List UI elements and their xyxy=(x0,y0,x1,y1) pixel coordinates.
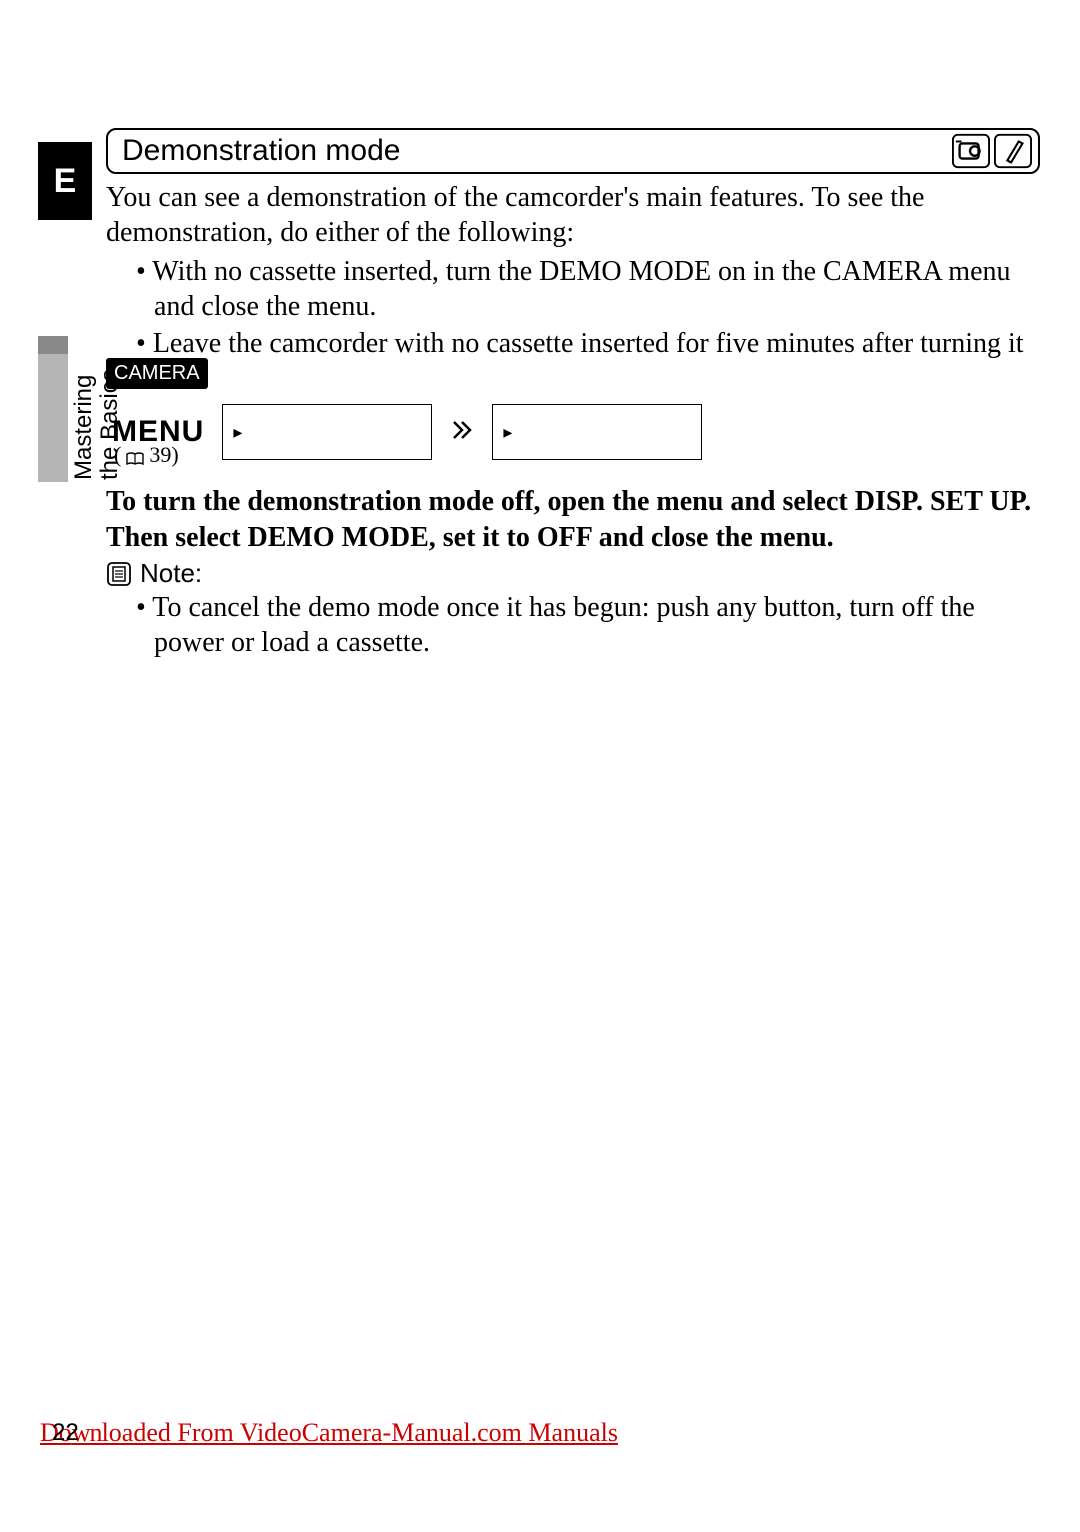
menu-step-arrow: ▸ xyxy=(503,422,512,443)
bullet-text: Leave the camcorder with no cassette ins… xyxy=(153,328,1024,394)
note-header: Note: xyxy=(106,558,202,589)
menu-step-box-1: ▸ xyxy=(222,404,432,460)
book-icon xyxy=(125,447,145,463)
menu-page-reference: ( 39) xyxy=(114,442,179,468)
section-title-bar: Demonstration mode xyxy=(106,128,1040,174)
remote-icon xyxy=(994,133,1032,169)
intro-bullet-list: • With no cassette inserted, turn the DE… xyxy=(106,254,1040,396)
bullet-item: • With no cassette inserted, turn the DE… xyxy=(120,254,1040,324)
footer-link[interactable]: Downloaded From VideoCamera-Manual.com M… xyxy=(40,1418,618,1447)
camera-mode-badge: CAMERA xyxy=(106,358,208,389)
language-tab: E xyxy=(38,142,92,220)
footer-link-text: loaded From VideoCamera-Manual.com Manua… xyxy=(102,1418,618,1447)
menu-step-box-2: ▸ xyxy=(492,404,702,460)
bullet-text: To cancel the demo mode once it has begu… xyxy=(152,592,975,658)
double-chevron-icon xyxy=(450,418,474,447)
side-label-line1: Mastering xyxy=(70,375,98,480)
bullet-text: With no cassette inserted, turn the DEMO… xyxy=(152,256,1010,322)
page-number: 22 xyxy=(52,1419,79,1447)
menu-navigation-row: MENU ▸ ▸ xyxy=(112,404,702,460)
ref-page-number: 39) xyxy=(149,442,178,468)
note-bullet-list: • To cancel the demo mode once it has be… xyxy=(106,590,1040,662)
note-label: Note: xyxy=(140,558,202,589)
bullet-item: • Leave the camcorder with no cassette i… xyxy=(120,326,1040,396)
footer-text: Downloaded From VideoCamera-Manual.com M… xyxy=(40,1418,618,1448)
side-accent-block xyxy=(38,354,68,482)
bullet-item: • To cancel the demo mode once it has be… xyxy=(120,590,1040,660)
title-icon-group xyxy=(952,133,1032,169)
section-title: Demonstration mode xyxy=(122,134,400,168)
bold-instruction: To turn the demonstration mode off, open… xyxy=(106,484,1040,557)
note-icon xyxy=(106,561,132,587)
menu-step-arrow: ▸ xyxy=(233,422,242,443)
camcorder-icon xyxy=(952,133,990,169)
chapter-side-label: Mastering xyxy=(70,375,98,480)
side-accent-bar xyxy=(38,336,68,354)
ref-open-paren: ( xyxy=(114,442,121,468)
intro-paragraph: You can see a demonstration of the camco… xyxy=(106,180,1040,250)
